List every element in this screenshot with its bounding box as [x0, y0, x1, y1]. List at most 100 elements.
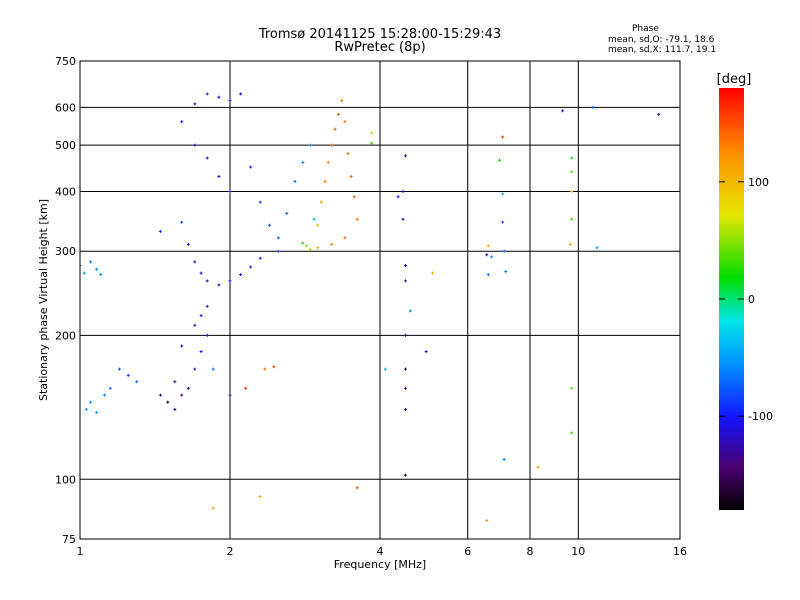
data-point [173, 407, 177, 411]
data-point [343, 236, 347, 240]
data-point [186, 242, 190, 246]
data-point [228, 393, 232, 397]
data-point [326, 160, 330, 164]
data-point [308, 247, 312, 251]
x-tick-label: 2 [227, 545, 234, 558]
data-point [501, 220, 505, 224]
data-point [403, 154, 407, 158]
phase-info-o-line: mean, sd,O: -79.1, 18.6 [608, 35, 715, 45]
data-point [346, 152, 350, 156]
data-point [258, 256, 262, 260]
x-axis-label: Frequency [MHz] [334, 558, 426, 571]
data-point [401, 189, 405, 193]
data-point [103, 393, 107, 397]
data-point [431, 271, 435, 275]
data-point [570, 170, 574, 174]
y-tick-label: 300 [55, 245, 76, 258]
data-point [239, 92, 243, 96]
data-point [355, 217, 359, 221]
data-point [498, 158, 502, 162]
data-point [333, 127, 337, 131]
data-point [319, 200, 323, 204]
data-point [126, 373, 130, 377]
x-tick-label: 1 [77, 545, 84, 558]
y-tick-label: 600 [55, 101, 76, 114]
data-point [340, 99, 344, 103]
data-point [403, 473, 407, 477]
data-point [228, 189, 232, 193]
data-point [383, 367, 387, 371]
data-point [217, 283, 221, 287]
data-point [186, 386, 190, 390]
data-point [205, 333, 209, 337]
data-point [501, 192, 505, 196]
phase-info-x-line: mean, sd,X: 111.7, 19.1 [608, 45, 717, 55]
data-point [349, 174, 353, 178]
data-point [285, 211, 289, 215]
data-point [305, 244, 309, 248]
data-point [403, 333, 407, 337]
data-point [135, 380, 139, 384]
data-point [276, 249, 280, 253]
colorbar-tick-label: 100 [748, 176, 769, 189]
chart-subtitle: RwPretec (8p) [334, 40, 426, 55]
data-point [205, 156, 209, 160]
data-point [199, 314, 203, 318]
data-point [293, 179, 297, 183]
data-point [312, 217, 316, 221]
data-point [501, 135, 505, 139]
data-point [352, 195, 356, 199]
data-point [403, 386, 407, 390]
y-tick-label: 100 [55, 473, 76, 486]
data-point [173, 380, 177, 384]
plot-frame [79, 60, 681, 540]
data-point [336, 112, 340, 116]
data-point [301, 160, 305, 164]
data-point [108, 386, 112, 390]
y-tick-label: 200 [55, 329, 76, 342]
data-point [561, 109, 565, 113]
data-point [193, 367, 197, 371]
data-point [244, 386, 248, 390]
data-point [199, 350, 203, 354]
data-point [249, 265, 253, 269]
data-point [117, 367, 121, 371]
data-point [180, 220, 184, 224]
data-point [276, 236, 280, 240]
data-point [396, 195, 400, 199]
data-point [486, 244, 490, 248]
data-point [249, 165, 253, 169]
colorbar-label: [deg] [717, 72, 752, 87]
data-point [316, 246, 320, 250]
y-axis-label: Stationary phase Virtual Height [km] [37, 199, 50, 401]
data-point [217, 174, 221, 178]
data-point [158, 229, 162, 233]
data-point [403, 279, 407, 283]
data-point [403, 407, 407, 411]
data-point [570, 156, 574, 160]
data-point [205, 279, 209, 283]
data-point [272, 365, 276, 369]
data-point [570, 431, 574, 435]
data-point [199, 271, 203, 275]
data-point [95, 267, 99, 271]
data-point [403, 264, 407, 268]
data-point [595, 246, 599, 250]
data-point [258, 495, 262, 499]
data-point [485, 253, 489, 257]
data-point [401, 217, 405, 221]
phase-info-title: Phase [632, 24, 659, 34]
colorbar-tick-label: 0 [748, 293, 755, 306]
y-tick-label: 500 [55, 139, 76, 152]
data-point [180, 393, 184, 397]
data-point [228, 99, 232, 103]
data-point [570, 386, 574, 390]
data-point [80, 264, 82, 268]
data-point [193, 143, 197, 147]
data-point [330, 242, 334, 246]
data-point [486, 273, 490, 277]
data-point [267, 223, 271, 227]
data-point [570, 217, 574, 221]
y-axis-ticks: 75 100 200 300 400 500 600 750 [55, 55, 76, 546]
